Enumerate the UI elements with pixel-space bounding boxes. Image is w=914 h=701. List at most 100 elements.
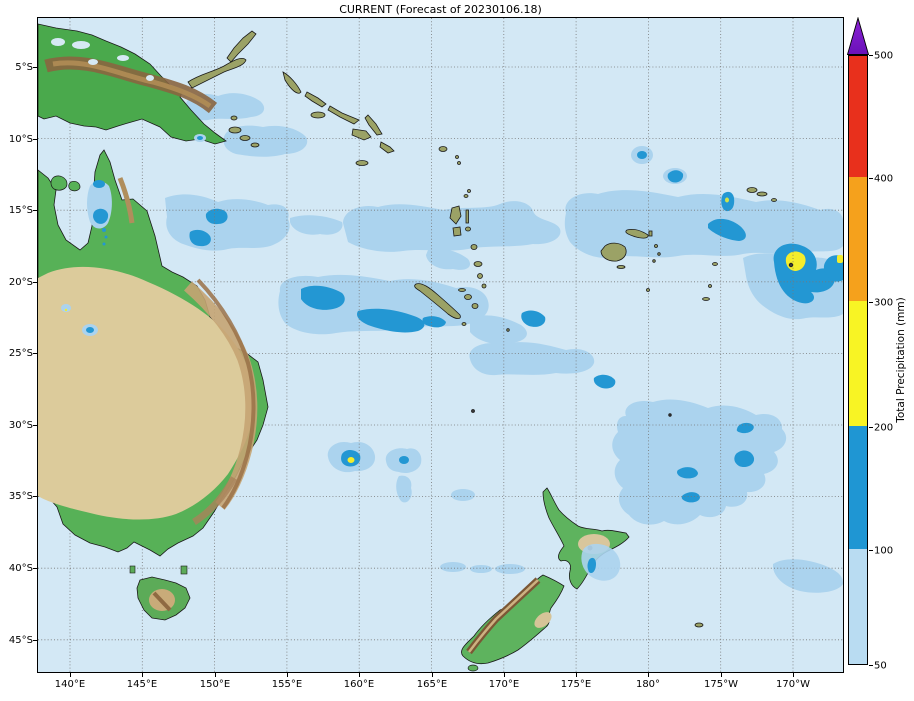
santa-cruz-island <box>438 146 448 152</box>
y-tick-label: 25°S <box>8 348 33 359</box>
tanna-island <box>477 273 483 279</box>
y-tick-label: 30°S <box>8 420 33 431</box>
x-tick-label: 175°W <box>704 679 738 690</box>
x-tick-label: 160°E <box>343 679 375 690</box>
espiritu-santo-island <box>449 205 462 225</box>
colorbar-tickmark <box>869 178 873 179</box>
x-tick-label: 140°E <box>54 679 86 690</box>
x-tick-label: 150°E <box>199 679 231 690</box>
colorbar-segment-200-300 <box>849 301 867 426</box>
x-tickmark <box>648 673 649 677</box>
x-tick-label: 155°E <box>271 679 303 690</box>
y-tick-label: 20°S <box>8 277 33 288</box>
savaii-island <box>746 187 758 193</box>
colorbar-segment-400-500 <box>849 56 867 177</box>
louisiade-islands <box>250 142 260 148</box>
choiseul-island <box>304 91 327 108</box>
malaita-island <box>364 114 383 136</box>
trobriand-island <box>230 115 238 121</box>
san-cristobal-island <box>379 141 395 154</box>
pentecost-island <box>465 209 469 224</box>
colorbar-axis-label: Total Precipitation (mm) <box>895 297 907 423</box>
y-tick-label: 35°S <box>8 491 33 502</box>
x-tickmark <box>576 673 577 677</box>
kermadec-island <box>668 413 672 417</box>
x-tick-label: 170°E <box>488 679 520 690</box>
aneityum-island <box>481 283 487 289</box>
colorbar-tick-label: 300 <box>874 297 894 309</box>
colorbar-tick-label: 200 <box>874 422 894 434</box>
colorbar-segment-50-100 <box>849 549 867 664</box>
colorbar-segment-100-200 <box>849 426 867 549</box>
y-tick-label: 5°S <box>15 62 33 73</box>
upolu-island <box>756 191 768 197</box>
malakula-island <box>452 226 462 237</box>
colorbar-tickmark <box>869 55 873 56</box>
landmass-tasmania <box>129 565 191 621</box>
chatham-island <box>694 622 704 628</box>
x-tickmark <box>287 673 288 677</box>
y-tickmark <box>33 67 37 68</box>
map-canvas <box>37 17 844 673</box>
x-tickmark <box>432 673 433 677</box>
efate-island <box>470 244 478 250</box>
colorbar-tickmark <box>869 665 873 666</box>
erromango-island <box>473 261 483 267</box>
x-tick-label: 170°W <box>776 679 810 690</box>
x-tick-label: 165°E <box>416 679 448 690</box>
guadalcanal-island <box>351 128 372 141</box>
x-tickmark <box>70 673 71 677</box>
colorbar-tickmark <box>869 427 873 428</box>
colorbar-tick-label: 400 <box>874 173 894 185</box>
colorbar <box>848 55 868 665</box>
y-tick-label: 40°S <box>8 563 33 574</box>
ambrym-island <box>465 226 471 232</box>
x-tickmark <box>142 673 143 677</box>
rennell-island <box>355 160 369 166</box>
new-caledonia-island <box>414 283 461 320</box>
isle-of-pines <box>461 322 467 326</box>
colorbar-tickmark <box>869 302 873 303</box>
x-tickmark <box>359 673 360 677</box>
colorbar-tick-label: 500 <box>874 50 894 62</box>
y-tickmark <box>33 568 37 569</box>
niue-island <box>788 262 794 268</box>
ouvea-island <box>458 288 466 292</box>
colorbar-tick-label: 100 <box>874 545 894 557</box>
kadavu-island <box>616 265 626 269</box>
norfolk-island <box>471 409 475 413</box>
new-britain-island <box>187 58 247 89</box>
colorbar-tickmark <box>869 550 873 551</box>
y-tick-label: 45°S <box>8 635 33 646</box>
y-tickmark <box>33 425 37 426</box>
tutuila-island <box>771 198 777 202</box>
santa-isabel-island <box>327 105 360 125</box>
colorbar-tick-label: 50 <box>874 660 887 672</box>
new-georgia-islands <box>310 111 326 119</box>
lifou-island <box>464 294 472 300</box>
y-tickmark <box>33 496 37 497</box>
viti-levu-island <box>600 242 627 262</box>
landmass-new-zealand <box>461 487 630 672</box>
x-tickmark <box>793 673 794 677</box>
x-tick-label: 180° <box>635 679 661 690</box>
colorbar-overflow-arrow <box>847 17 869 55</box>
precipitation-overland-layer <box>61 134 621 581</box>
x-tickmark <box>215 673 216 677</box>
y-tick-label: 15°S <box>8 205 33 216</box>
x-tick-label: 175°E <box>560 679 592 690</box>
landmass-new-guinea <box>38 23 227 145</box>
taveuni-island <box>648 230 653 237</box>
x-tick-label: 145°E <box>126 679 158 690</box>
mare-island <box>471 303 479 309</box>
colorbar-segment-300-400 <box>849 177 867 301</box>
bougainville-island <box>282 71 302 94</box>
dentrecasteaux-islands <box>228 126 242 134</box>
figure-title: CURRENT (Forecast of 20230106.18) <box>339 3 542 16</box>
x-tickmark <box>721 673 722 677</box>
y-tick-label: 10°S <box>8 134 33 145</box>
y-tickmark <box>33 640 37 641</box>
y-tickmark <box>33 139 37 140</box>
y-tickmark <box>33 282 37 283</box>
